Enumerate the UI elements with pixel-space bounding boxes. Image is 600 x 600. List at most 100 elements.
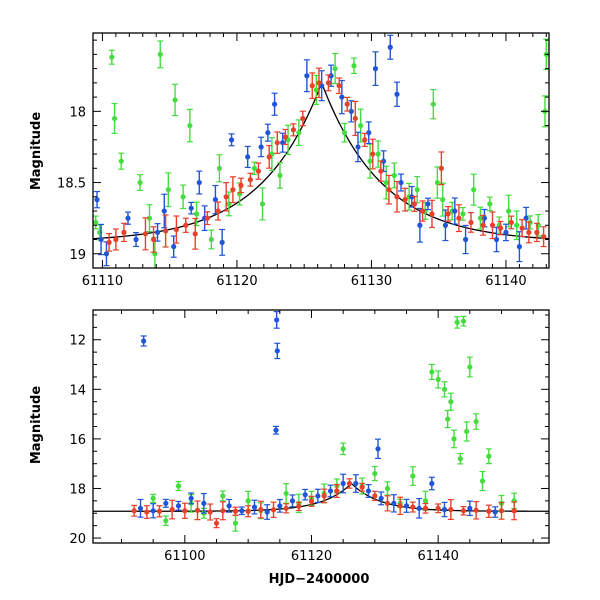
bottom-panel: Magnitude HJD−2400000 61100 61120 61140 12 1… bbox=[29, 309, 550, 587]
red-data-point bbox=[282, 134, 288, 140]
blue-data-point bbox=[154, 229, 161, 235]
blue-data-point bbox=[137, 505, 144, 511]
red-data-point bbox=[473, 507, 479, 513]
red-data-point bbox=[336, 83, 342, 89]
bottom-y-axis-label: Magnitude bbox=[29, 386, 44, 465]
green-data-point bbox=[514, 222, 520, 228]
red-data-point bbox=[411, 201, 418, 207]
blue-data-point bbox=[150, 508, 156, 514]
green-data-point bbox=[391, 172, 397, 179]
blue-data-point bbox=[196, 179, 202, 186]
y-tick-label: 18 bbox=[69, 105, 86, 120]
green-data-point bbox=[429, 369, 435, 375]
green-data-point bbox=[445, 416, 451, 422]
red-data-point bbox=[402, 197, 408, 203]
red-data-point bbox=[384, 500, 391, 506]
red-data-point bbox=[362, 137, 368, 143]
red-data-point bbox=[245, 508, 251, 514]
green-data-point bbox=[118, 158, 124, 164]
red-data-point bbox=[113, 236, 119, 243]
red-data-point bbox=[194, 507, 201, 513]
red-data-point bbox=[173, 226, 179, 233]
green-data-point bbox=[296, 130, 302, 136]
red-data-point bbox=[131, 508, 137, 514]
green-data-point bbox=[479, 478, 486, 484]
blue-data-point bbox=[219, 239, 225, 245]
red-data-point bbox=[378, 168, 384, 174]
green-data-point bbox=[187, 122, 193, 129]
x-tick-label: 61140 bbox=[417, 549, 458, 564]
green-data-point bbox=[111, 115, 118, 122]
blue-data-point bbox=[429, 480, 435, 487]
red-data-point bbox=[223, 194, 229, 200]
blue-data-point bbox=[441, 506, 448, 513]
red-data-point bbox=[192, 231, 198, 237]
red-data-point bbox=[325, 80, 331, 86]
blue-data-point bbox=[492, 509, 498, 515]
blue-data-point bbox=[493, 236, 500, 243]
green-data-point bbox=[477, 215, 483, 221]
red-data-point bbox=[308, 498, 315, 504]
blue-data-point bbox=[417, 222, 423, 228]
green-data-point bbox=[506, 208, 512, 214]
red-data-point bbox=[438, 165, 444, 171]
blue-data-point bbox=[175, 503, 182, 509]
y-tick-label: 19 bbox=[69, 248, 86, 263]
blue-data-point bbox=[353, 480, 359, 487]
red-data-point bbox=[258, 506, 264, 513]
blue-data-point bbox=[416, 505, 422, 511]
green-data-point bbox=[232, 520, 239, 526]
red-data-point bbox=[247, 177, 253, 183]
green-data-point bbox=[251, 165, 258, 171]
red-data-point bbox=[300, 115, 306, 122]
y-tick-label: 16 bbox=[69, 433, 86, 448]
blue-data-point bbox=[103, 251, 110, 257]
blue-data-point bbox=[239, 508, 245, 514]
blue-data-point bbox=[271, 101, 278, 107]
blue-data-point bbox=[277, 503, 283, 509]
green-data-point bbox=[473, 418, 479, 425]
y-tick-label: 18.5 bbox=[57, 177, 86, 192]
blue-data-point bbox=[304, 73, 310, 79]
green-data-point bbox=[150, 495, 156, 501]
green-data-point bbox=[457, 456, 463, 462]
red-data-point bbox=[321, 493, 327, 499]
blue-data-point bbox=[161, 208, 167, 214]
green-data-point bbox=[372, 470, 378, 477]
red-data-point bbox=[220, 508, 226, 514]
green-data-point bbox=[208, 236, 214, 243]
red-data-point bbox=[397, 503, 403, 509]
green-data-point bbox=[175, 483, 182, 489]
blue-data-point bbox=[226, 503, 232, 509]
red-data-point bbox=[352, 115, 358, 122]
blue-data-point bbox=[394, 91, 400, 97]
blue-data-point bbox=[340, 480, 346, 487]
red-data-point bbox=[394, 194, 400, 200]
green-data-point bbox=[341, 130, 348, 136]
blue-data-point bbox=[375, 446, 381, 452]
blue-data-point bbox=[302, 492, 308, 498]
x-tick-label: 61100 bbox=[164, 549, 205, 564]
blue-data-point bbox=[425, 201, 431, 207]
green-data-point bbox=[367, 158, 373, 164]
blue-data-point bbox=[98, 236, 104, 243]
blue-data-point bbox=[228, 137, 235, 143]
blue-data-point bbox=[188, 495, 194, 501]
red-data-point bbox=[274, 140, 280, 146]
model-curve bbox=[93, 482, 549, 512]
blue-data-point bbox=[133, 236, 139, 243]
green-data-point bbox=[414, 187, 420, 193]
blue-data-point bbox=[339, 94, 345, 100]
green-data-point bbox=[358, 122, 364, 129]
blue-data-point bbox=[467, 505, 473, 511]
green-data-point bbox=[464, 428, 470, 435]
bottom-x-axis-label: HJD−2400000 bbox=[269, 572, 370, 587]
red-data-point bbox=[422, 505, 429, 511]
red-data-point bbox=[156, 508, 163, 514]
blue-data-point bbox=[251, 504, 258, 510]
red-data-point bbox=[182, 508, 188, 514]
red-data-point bbox=[448, 506, 454, 513]
green-data-point bbox=[157, 51, 163, 57]
green-data-point bbox=[384, 485, 391, 492]
red-data-point bbox=[346, 480, 353, 487]
